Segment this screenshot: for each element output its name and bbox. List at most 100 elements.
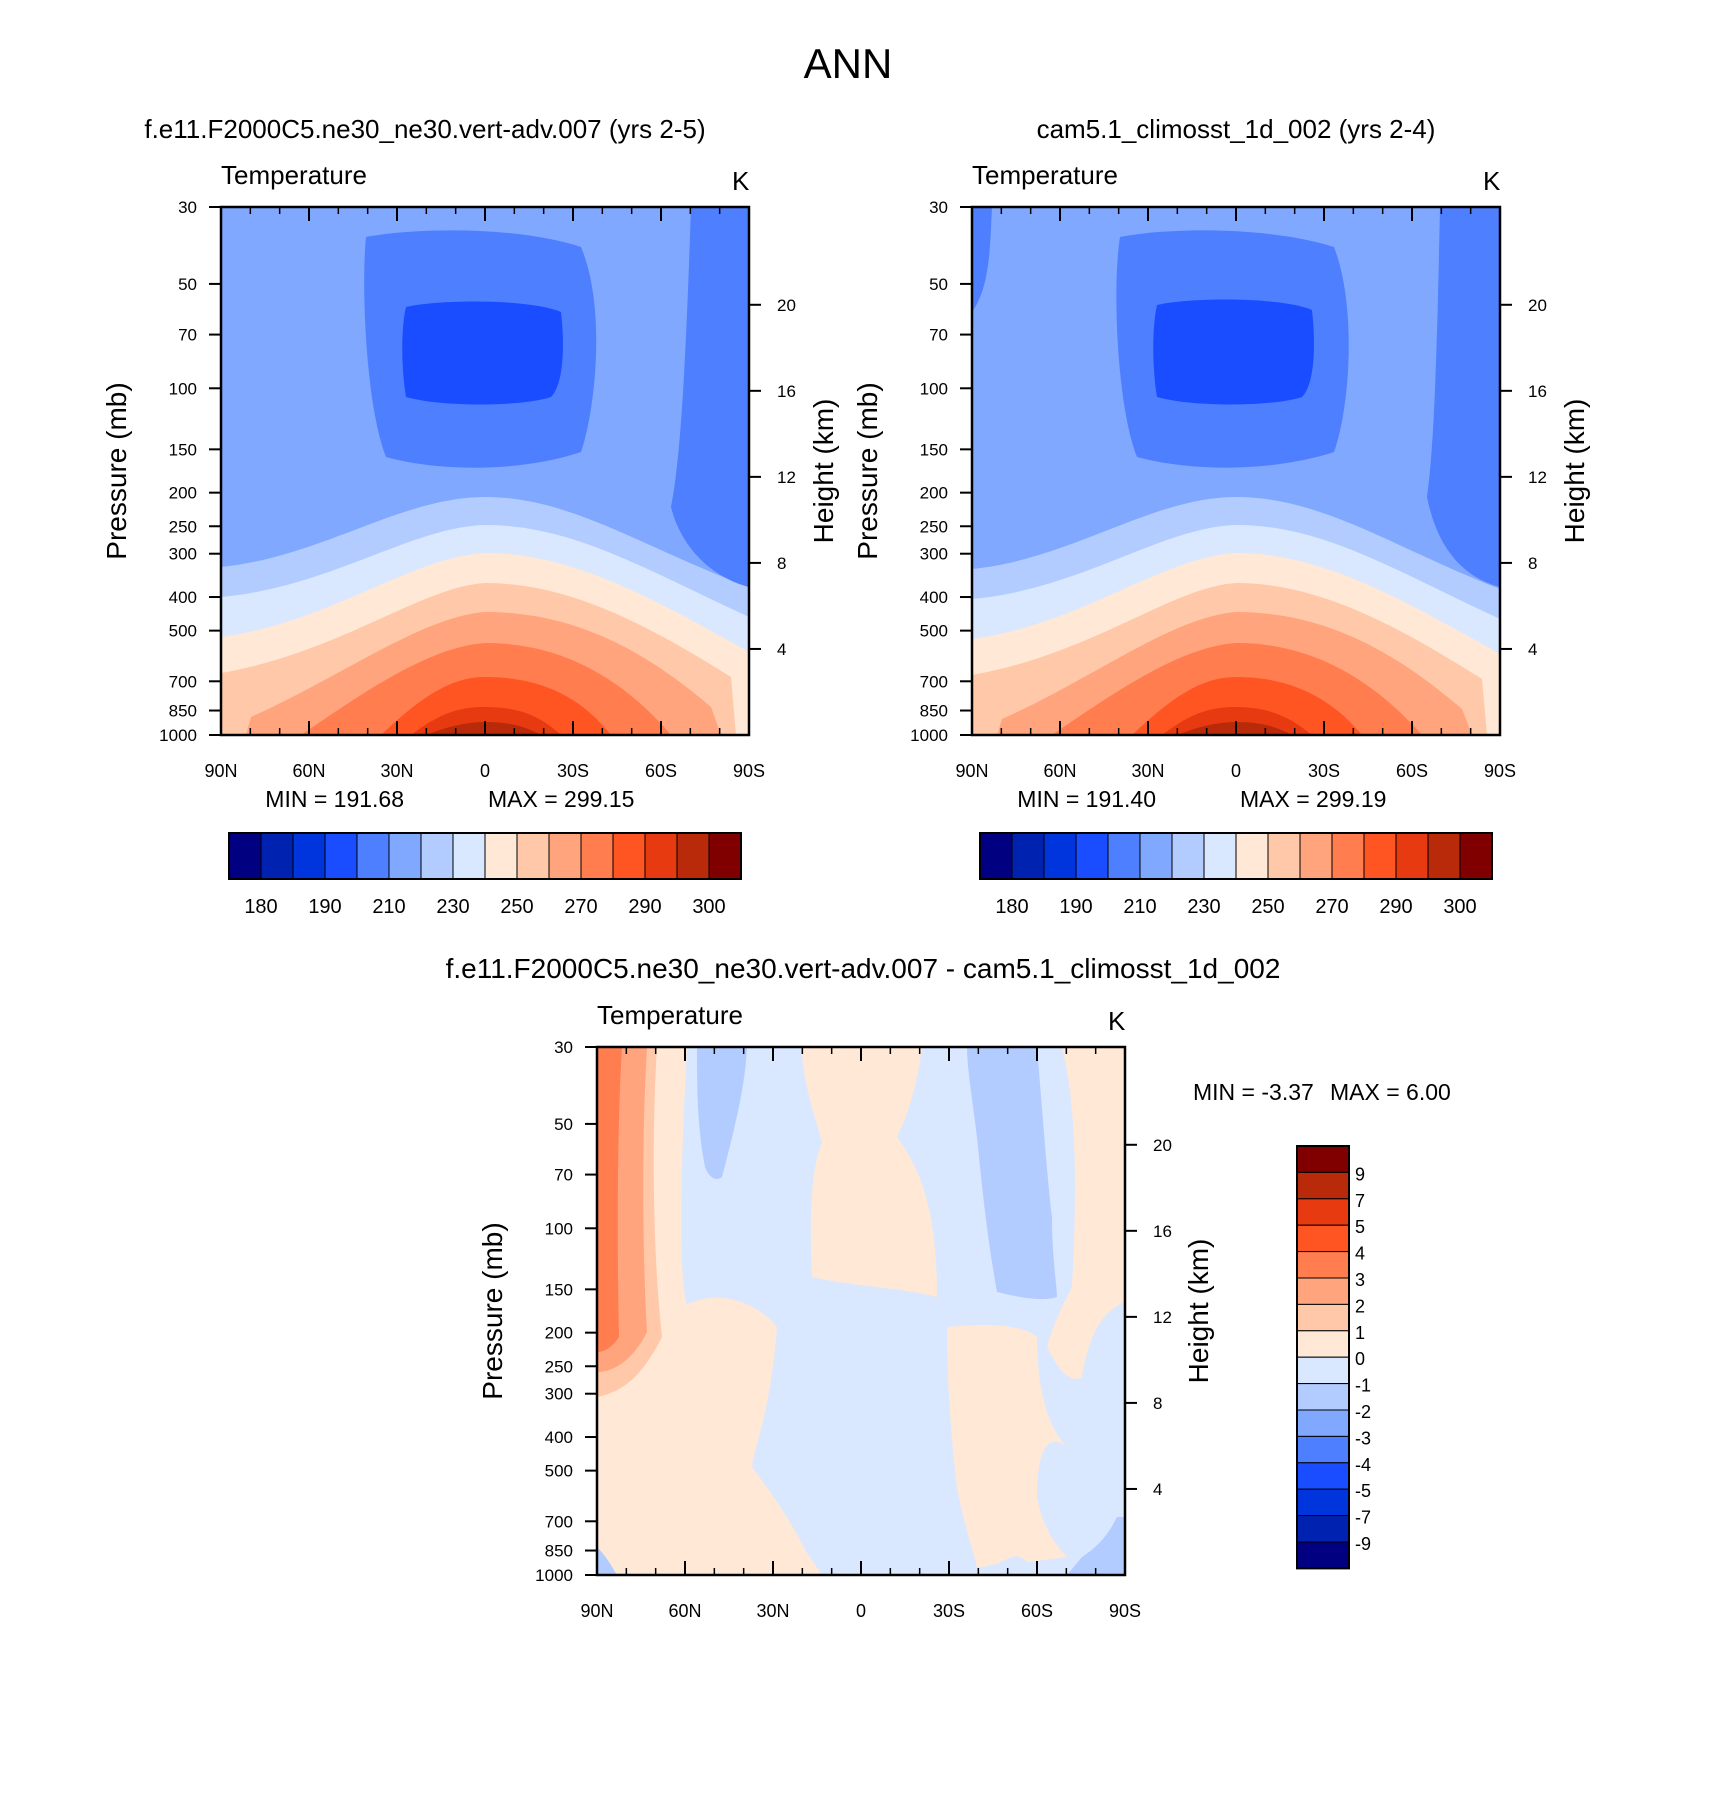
colorbar-frame (1296, 1145, 1350, 1570)
contour-band-cold-200 (1153, 299, 1314, 405)
colorbar-box (1267, 832, 1301, 880)
y2-axis-label: Height (km) (1559, 399, 1590, 544)
contour-band-300 (426, 722, 541, 735)
x-tick-label: 90S (733, 761, 765, 781)
colorbar-label: 4 (1355, 1244, 1365, 1264)
units-label: K (732, 166, 750, 196)
axes: 90N 60N 30N 0 30S 60S 90S 30 50 70 100 150 200 250 300… (910, 198, 1547, 781)
max-label: MAX = 299.19 (1240, 786, 1386, 812)
y2-tick-label: 16 (777, 382, 796, 401)
x-tick-label: 30N (380, 761, 413, 781)
y-tick-label: 50 (178, 275, 197, 294)
colorbar-box (1331, 832, 1365, 880)
colorbar-label: 7 (1355, 1191, 1365, 1211)
y-tick-label: 400 (169, 588, 197, 607)
contour-band-minus1-southpole (1067, 1517, 1125, 1575)
contour-band-south-positive (947, 1325, 1067, 1567)
contour-band-tropics-positive (802, 1047, 937, 1297)
colorbar-box (1075, 832, 1109, 880)
colorbar-box (1459, 832, 1493, 880)
min-label: MIN = 191.40 (1017, 786, 1156, 812)
y2-tick-label: 4 (777, 640, 786, 659)
colorbar-frame (979, 832, 1493, 880)
x-tick-label: 30S (557, 761, 589, 781)
colorbar-label: -3 (1355, 1428, 1371, 1448)
y-tick-label: 30 (178, 198, 197, 217)
colorbar: 180 190 210 230 250 270 290 300 (979, 832, 1493, 918)
x-tick-label: 30N (1131, 761, 1164, 781)
x-tick-label: 90N (580, 1601, 613, 1621)
units-label: K (1483, 166, 1501, 196)
colorbar-box (1296, 1462, 1350, 1490)
max-label: MAX = 6.00 (1330, 1079, 1451, 1105)
y-tick-label: 30 (554, 1038, 573, 1057)
colorbar-label: -2 (1355, 1402, 1371, 1422)
colorbar-box (1296, 1488, 1350, 1517)
colorbar-box (292, 832, 326, 880)
colorbar-label: 5 (1355, 1217, 1365, 1237)
contour-band-300 (1177, 722, 1292, 735)
colorbar-box (356, 832, 390, 880)
y-tick-label: 50 (554, 1115, 573, 1134)
y-tick-label: 700 (169, 672, 197, 691)
colorbar-box (1296, 1224, 1350, 1253)
contour-band-polar-s-210 (1427, 207, 1500, 587)
contour-band-0-1-c (597, 1304, 822, 1575)
units-label: K (1108, 1006, 1126, 1036)
colorbar-box (452, 832, 486, 880)
x-tick-label: 30S (1308, 761, 1340, 781)
y-tick-label: 100 (169, 379, 197, 398)
panel-difference-temperature: f.e11.F2000C5.ne30_ne30.vert-adv.007 - c… (446, 953, 1451, 1621)
x-tick-label: 90S (1484, 761, 1516, 781)
x-tick-label: 90S (1109, 1601, 1141, 1621)
colorbar-box (1171, 832, 1205, 880)
colorbar-box (1011, 832, 1045, 880)
contour-band-north-3-4 (597, 1047, 622, 1352)
y-tick-label: 200 (920, 484, 948, 503)
y-tick-label: 500 (545, 1462, 573, 1481)
colorbar-label: -9 (1355, 1534, 1371, 1554)
colorbar-label: -4 (1355, 1455, 1371, 1475)
y2-tick-label: 16 (1153, 1222, 1172, 1241)
colorbar-box (1107, 832, 1141, 880)
variable-label: Temperature (597, 1000, 743, 1030)
colorbar: 180 190 210 230 250 270 290 300 (228, 832, 742, 918)
y-tick-label: 250 (545, 1357, 573, 1376)
y-tick-label: 1000 (910, 726, 948, 745)
colorbar-label: 250 (1251, 896, 1284, 918)
colorbar-vertical: 9 7 5 4 3 2 1 0 -1 -2 -3 -4 -5 -7 -9 (1296, 1145, 1371, 1570)
y-tick-label: 400 (545, 1428, 573, 1447)
x-tick-label: 60N (1043, 761, 1076, 781)
y2-tick-label: 12 (1153, 1308, 1172, 1327)
y-tick-label: 700 (920, 672, 948, 691)
colorbar-label: 180 (244, 896, 277, 918)
figure-title: ANN (804, 40, 893, 87)
axes: 90N 60N 30N 0 30S 60S 90S 30 50 70 100 150 200 250 300… (535, 1038, 1172, 1621)
y2-tick-label: 12 (777, 468, 796, 487)
colorbar-label: 1 (1355, 1323, 1365, 1343)
colorbar-box (1296, 1277, 1350, 1305)
panel-model-temperature: f.e11.F2000C5.ne30_ne30.vert-adv.007 (yr… (101, 114, 839, 918)
y-tick-label: 50 (929, 275, 948, 294)
colorbar-label: 270 (1315, 896, 1348, 918)
y-tick-label: 1000 (535, 1566, 573, 1585)
panel-control-temperature: cam5.1_climosst_1d_002 (yrs 2-4) 90N 60N 3… (852, 114, 1590, 918)
y2-tick-label: 4 (1528, 640, 1537, 659)
x-tick-label: 30S (933, 1601, 965, 1621)
colorbar-box (979, 832, 1013, 880)
y2-tick-label: 20 (1528, 296, 1547, 315)
x-tick-label: 90N (955, 761, 988, 781)
variable-label: Temperature (221, 160, 367, 190)
y-tick-label: 850 (920, 702, 948, 721)
colorbar-label: 290 (628, 896, 661, 918)
y-tick-label: 400 (920, 588, 948, 607)
colorbar-label: 3 (1355, 1270, 1365, 1290)
y-axis-label: Pressure (mb) (101, 382, 132, 559)
y-tick-label: 300 (920, 545, 948, 564)
y2-tick-label: 16 (1528, 382, 1547, 401)
x-tick-label: 90N (204, 761, 237, 781)
y2-tick-label: 20 (1153, 1136, 1172, 1155)
colorbar-box (1363, 832, 1397, 880)
y-tick-label: 850 (169, 702, 197, 721)
panel-title: f.e11.F2000C5.ne30_ne30.vert-adv.007 (yr… (144, 114, 705, 144)
